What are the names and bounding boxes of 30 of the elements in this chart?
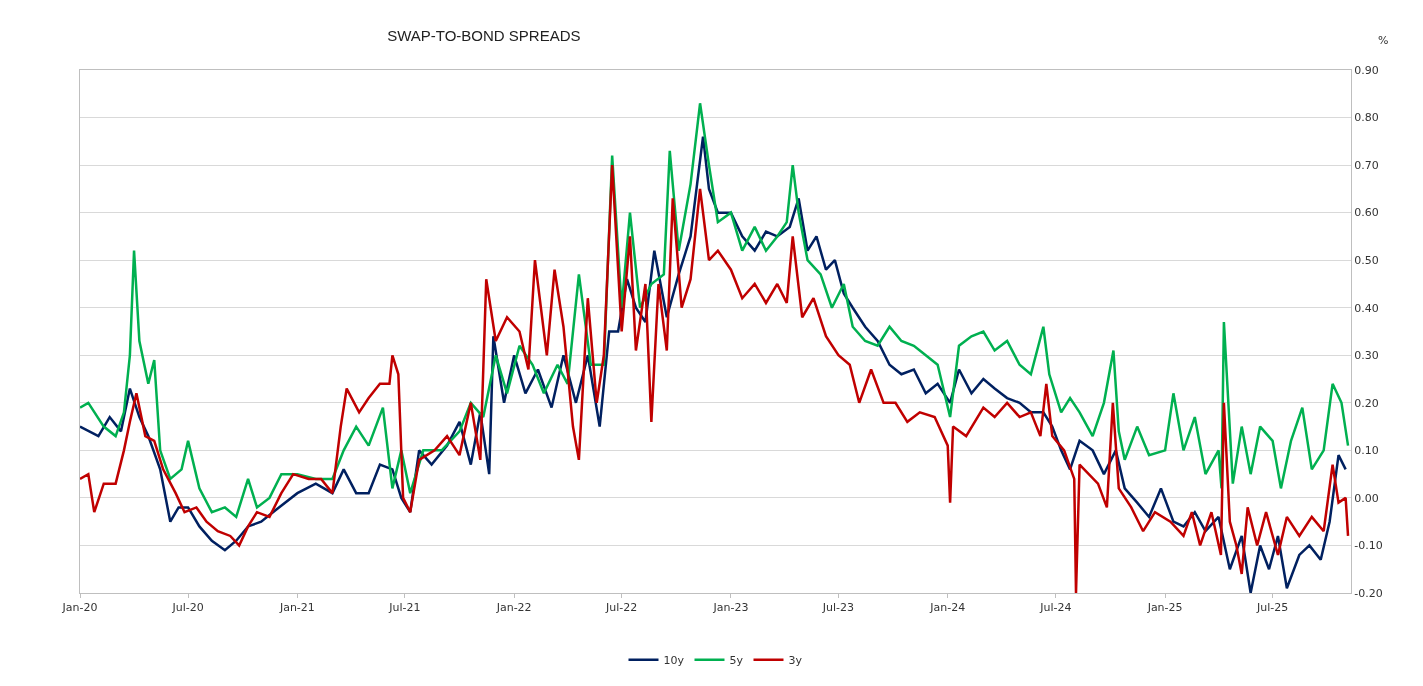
x-tick-label: Jan-20 [61, 601, 98, 615]
x-tick-label: Jul-20 [171, 601, 204, 615]
x-tick-label: Jul-22 [605, 601, 638, 615]
x-tick-label: Jul-21 [388, 601, 421, 615]
x-tick-label: Jan-25 [1146, 601, 1183, 615]
y-tick-label: 0.00 [1354, 491, 1379, 505]
x-tick-label: Jan-24 [929, 601, 966, 615]
x-tick-label: Jul-24 [1039, 601, 1072, 615]
y-tick-label: 0.60 [1354, 206, 1379, 220]
x-tick-label: Jan-22 [495, 601, 532, 615]
y-tick-label: 0.20 [1354, 396, 1379, 410]
y-tick-label: 0.30 [1354, 349, 1379, 363]
y-axis-title: % [1378, 34, 1389, 47]
y-tick-label: 0.10 [1354, 444, 1379, 458]
y-tick-label: -0.10 [1354, 539, 1383, 553]
legend-label: 3y [788, 654, 803, 668]
y-tick-label: -0.20 [1354, 586, 1383, 600]
y-tick-label: 0.80 [1354, 111, 1379, 125]
legend-label: 5y [729, 654, 744, 668]
y-tick-label: 0.90 [1354, 63, 1379, 77]
chart-title: SWAP-TO-BOND SPREADS [387, 27, 581, 45]
x-tick-label: Jan-21 [278, 601, 315, 615]
y-tick-label: 0.50 [1354, 254, 1379, 268]
y-tick-label: 0.40 [1354, 301, 1379, 315]
x-tick-label: Jan-23 [712, 601, 749, 615]
line-series [80, 102, 1350, 519]
x-tick-label: Jul-25 [1255, 601, 1289, 615]
legend-label: 10y [663, 654, 685, 668]
y-tick-label: 0.70 [1354, 158, 1379, 172]
x-tick-label: Jul-23 [821, 601, 855, 615]
